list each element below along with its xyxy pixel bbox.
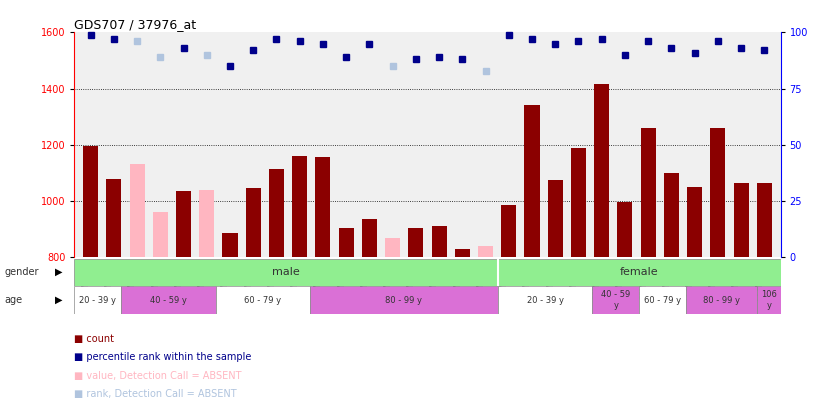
Bar	[107, 179, 121, 257]
Bar	[130, 164, 145, 257]
Bar	[269, 168, 284, 257]
Text: female: female	[620, 267, 658, 277]
Bar	[498, 286, 592, 314]
Bar	[501, 205, 516, 257]
Text: ■ rank, Detection Call = ABSENT: ■ rank, Detection Call = ABSENT	[74, 389, 237, 399]
Text: 20 - 39 y: 20 - 39 y	[527, 296, 563, 305]
Bar	[664, 173, 679, 257]
Bar	[74, 286, 121, 314]
Bar	[594, 84, 610, 257]
Text: ▶: ▶	[55, 267, 63, 277]
Bar	[639, 286, 686, 314]
Bar	[316, 158, 330, 257]
Bar	[455, 249, 470, 257]
Bar	[571, 147, 586, 257]
Bar	[592, 286, 639, 314]
Text: gender: gender	[4, 267, 39, 277]
Text: 80 - 99 y: 80 - 99 y	[386, 296, 422, 305]
Text: ■ value, Detection Call = ABSENT: ■ value, Detection Call = ABSENT	[74, 371, 242, 381]
Text: 20 - 39 y: 20 - 39 y	[79, 296, 116, 305]
Text: ■ percentile rank within the sample: ■ percentile rank within the sample	[74, 352, 252, 362]
Text: age: age	[4, 295, 22, 305]
Bar	[408, 228, 424, 257]
Bar	[245, 188, 261, 257]
Bar	[478, 246, 493, 257]
Bar	[617, 202, 633, 257]
Bar	[431, 226, 447, 257]
Bar	[176, 191, 191, 257]
Bar	[121, 286, 216, 314]
Text: 40 - 59 y: 40 - 59 y	[150, 296, 187, 305]
Text: 60 - 79 y: 60 - 79 y	[244, 296, 281, 305]
Text: 106
y: 106 y	[761, 290, 776, 310]
Bar	[199, 190, 214, 257]
Bar	[339, 228, 354, 257]
Bar	[710, 128, 725, 257]
Bar	[83, 146, 98, 257]
Bar	[498, 259, 781, 286]
Bar	[310, 286, 498, 314]
Bar	[362, 219, 377, 257]
Text: ▶: ▶	[55, 295, 63, 305]
Bar	[757, 286, 781, 314]
Bar	[385, 237, 400, 257]
Bar	[153, 212, 168, 257]
Text: 60 - 79 y: 60 - 79 y	[644, 296, 681, 305]
Bar	[216, 286, 310, 314]
Text: GDS707 / 37976_at: GDS707 / 37976_at	[74, 18, 197, 31]
Bar	[548, 180, 563, 257]
Bar	[525, 105, 539, 257]
Bar	[687, 187, 702, 257]
Bar	[686, 286, 757, 314]
Bar	[292, 156, 307, 257]
Bar	[641, 128, 656, 257]
Bar	[733, 183, 748, 257]
Text: 80 - 99 y: 80 - 99 y	[703, 296, 740, 305]
Text: 40 - 59
y: 40 - 59 y	[601, 290, 630, 310]
Bar	[757, 183, 771, 257]
Bar	[222, 233, 238, 257]
Bar	[74, 259, 498, 286]
Text: ■ count: ■ count	[74, 334, 114, 344]
Text: male: male	[273, 267, 300, 277]
